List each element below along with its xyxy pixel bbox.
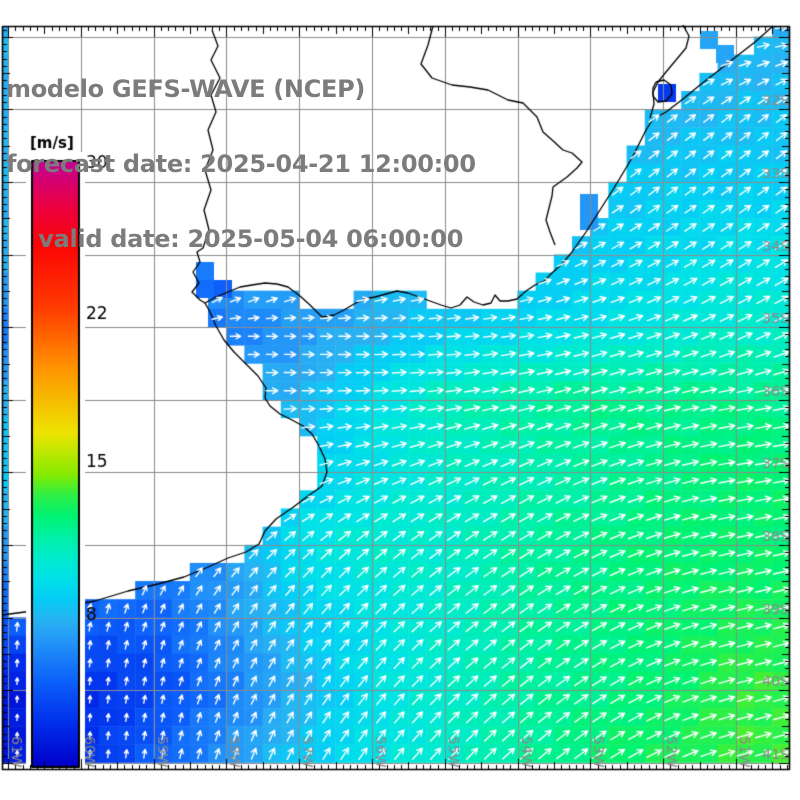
wave-forecast-map-canvas: [0, 0, 800, 800]
wave-forecast-page: modelo GEFS-WAVE (NCEP) forecast date: 2…: [0, 0, 800, 800]
